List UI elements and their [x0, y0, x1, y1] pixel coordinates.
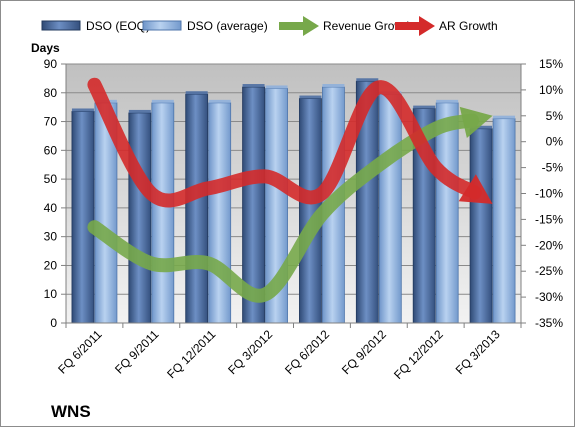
legend-label-dso-average-: DSO (average)	[187, 19, 268, 33]
x-tick-label: FQ 3/2013	[453, 327, 503, 377]
y2-tick-label: -35%	[535, 316, 563, 330]
legend-label-ar-growth: AR Growth	[439, 19, 498, 33]
y2-tick-label: 0%	[546, 135, 564, 149]
x-tick-label: FQ 12/2012	[391, 327, 446, 382]
x-tick-label: FQ 9/2011	[112, 327, 162, 377]
bar-dso-eoq	[72, 111, 94, 323]
y-tick-label: 50	[44, 172, 58, 186]
bar-cap-dso-eoq	[413, 106, 435, 109]
y-tick-label: 70	[44, 115, 58, 129]
y2-tick-label: -30%	[535, 290, 563, 304]
x-tick-label: FQ 3/2012	[225, 327, 275, 377]
legend-arrow-ar-growth	[419, 16, 435, 36]
y-tick-label: 40	[44, 201, 58, 215]
legend-swatch-dso-average-	[143, 21, 181, 30]
y-tick-label: 20	[44, 258, 58, 272]
bar-cap-dso-average	[493, 116, 515, 119]
y2-tick-label: 5%	[546, 109, 564, 123]
bar-dso-average	[436, 103, 458, 323]
y2-tick-label: -10%	[535, 187, 563, 201]
bar-cap-dso-average	[209, 100, 231, 103]
bar-dso-eoq	[470, 129, 492, 323]
x-tick-label: FQ 12/2011	[164, 327, 218, 381]
company-label: WNS	[51, 402, 91, 421]
y2-tick-label: 15%	[539, 57, 563, 71]
bar-cap-dso-average	[436, 100, 458, 103]
bar-dso-average	[152, 103, 174, 323]
y2-tick-label: -15%	[535, 212, 563, 226]
x-tick-label: FQ 6/2012	[282, 327, 332, 377]
bar-dso-average	[493, 119, 515, 323]
x-tick-label: FQ 6/2011	[55, 327, 105, 377]
bar-cap-dso-average	[266, 85, 288, 88]
bar-cap-dso-average	[322, 84, 344, 87]
bar-cap-dso-eoq	[186, 91, 208, 94]
right-axis-ticks: -35% -30% -25% -20% -15% -10% -5% 0% 5% 10% 15%	[521, 57, 563, 330]
bar-cap-dso-eoq	[299, 96, 321, 99]
bar-dso-average	[379, 94, 401, 323]
bar-cap-dso-eoq	[356, 78, 378, 81]
y-tick-label: 10	[44, 287, 58, 301]
bar-dso-average	[209, 103, 231, 323]
y-tick-label: 90	[44, 57, 58, 71]
y-axis-title: Days	[31, 41, 60, 55]
bar-cap-dso-eoq	[129, 110, 151, 113]
y-tick-label: 30	[44, 230, 58, 244]
bar-cap-dso-eoq	[243, 84, 265, 87]
bar-dso-eoq	[186, 94, 208, 323]
left-axis-ticks: 0 10 20 30 40 50 60 70 80 90	[44, 57, 66, 330]
y-tick-label: 60	[44, 143, 58, 157]
legend-label-dso-eoq-: DSO (EOQ)	[86, 19, 150, 33]
y2-tick-label: -5%	[542, 161, 564, 175]
legend-arrow-revenue-growth	[303, 16, 319, 36]
y-tick-label: 80	[44, 86, 58, 100]
legend-swatch-dso-eoq-	[42, 21, 80, 30]
bar-dso-eoq	[129, 113, 151, 323]
y-tick-label: 0	[50, 316, 57, 330]
x-tick-label: FQ 9/2012	[339, 327, 389, 377]
bar-cap-dso-eoq	[72, 108, 94, 111]
y2-tick-label: 10%	[539, 83, 563, 97]
bar-cap-dso-average	[152, 100, 174, 103]
y2-tick-label: -25%	[535, 264, 563, 278]
y2-tick-label: -20%	[535, 238, 563, 252]
